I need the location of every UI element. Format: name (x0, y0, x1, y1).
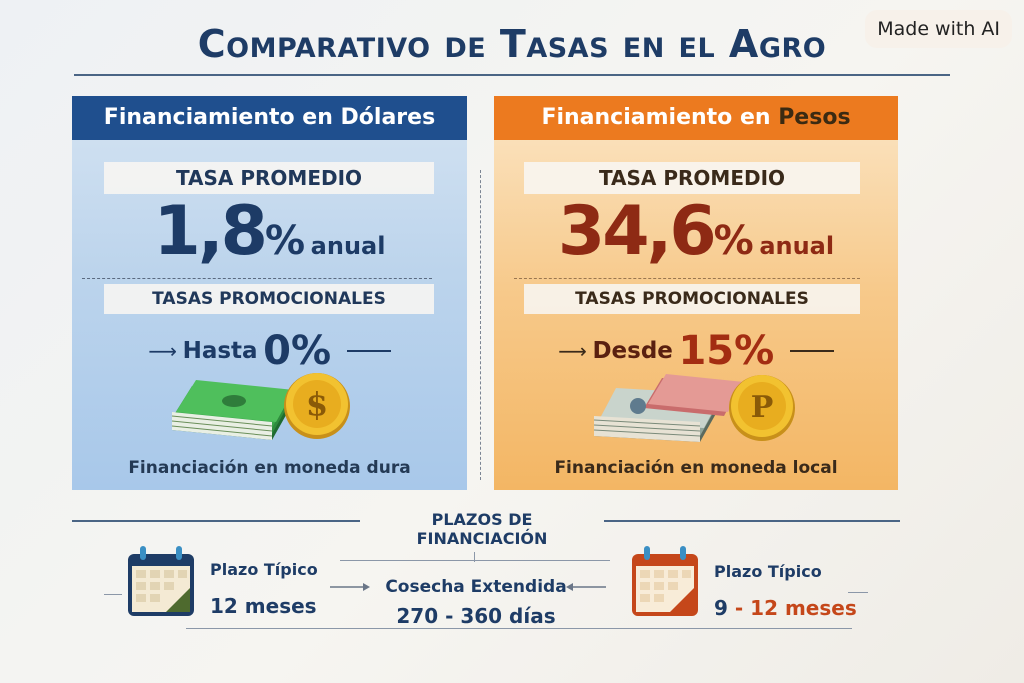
calendar-icon (632, 546, 698, 616)
plazos-section-title: PLAZOS DE FINANCIACIÓN (416, 510, 548, 548)
usd-coin-symbol: $ (306, 385, 328, 423)
usd-caption: Financiación en moneda dura (128, 458, 411, 478)
ars-header-highlight: Pesos (778, 105, 851, 130)
ars-dashed-divider (514, 278, 860, 279)
ars-coin-symbol: P (751, 390, 774, 425)
ars-promo-value: 15% (678, 328, 775, 374)
ars-money-illustration: P (593, 374, 795, 442)
arrow-right-icon: ⟶ (558, 339, 587, 363)
center-tick (474, 552, 475, 562)
arrow-right-icon: ⟶ (148, 339, 178, 363)
dollar-bills-icon (171, 380, 294, 440)
usd-dashed-divider (82, 278, 432, 279)
usd-rate-percent: % (265, 218, 306, 264)
usd-header-prefix: Financiamiento en (103, 105, 341, 130)
ars-financing-panel: Financiamiento en Pesos TASA PROMEDIO 34… (494, 96, 898, 490)
bottom-rule (186, 628, 852, 629)
usd-rate-label: TASA PROMEDIO (104, 162, 434, 194)
usd-promo-text: Hasta (182, 338, 258, 364)
left-tick (104, 594, 122, 595)
ars-promo-text: Desde (592, 338, 673, 364)
ars-promo-rate: ⟶ Desde 15% (494, 328, 898, 374)
peso-coin-icon: P (729, 375, 795, 441)
ars-promo-label: TASAS PROMOCIONALES (524, 284, 860, 314)
ars-panel-header: Financiamiento en Pesos (494, 96, 898, 140)
section-rule-right (604, 520, 900, 522)
section-rule-left (72, 520, 360, 522)
usd-promo-label: TASAS PROMOCIONALES (104, 284, 434, 314)
ars-rate-unit: anual (759, 232, 835, 260)
right-plazo-label: Plazo Típico (714, 562, 822, 581)
right-plazo-value-b: 12 meses (750, 596, 857, 620)
usd-average-rate: 1,8% anual (72, 192, 467, 271)
right-tick (848, 592, 868, 593)
ars-header-prefix: Financiamiento en (541, 105, 779, 130)
usd-money-illustration: $ (171, 373, 350, 440)
usd-promo-value: 0% (263, 328, 332, 374)
usd-rate-unit: anual (310, 232, 386, 260)
center-plazo-value: 270 - 360 días (396, 604, 556, 628)
panel-separator (480, 170, 481, 480)
peso-bills-icon (593, 374, 744, 442)
right-plazo-value: 9 - 12 meses (714, 596, 857, 620)
ars-caption: Financiación en moneda local (554, 458, 838, 478)
usd-rate-number: 1,8 (153, 192, 268, 271)
ars-rate-number: 34,6 (557, 192, 717, 271)
dollar-coin-icon: $ (284, 373, 350, 439)
ars-rate-percent: % (713, 218, 754, 264)
right-plazo-value-a: 9 (714, 596, 728, 620)
calendar-icon (128, 546, 194, 616)
page-title: Comparativo de Tasas en el Agro (197, 22, 827, 66)
usd-financing-panel: Financiamiento en Dólares TASA PROMEDIO … (72, 96, 467, 490)
left-plazo-value: 12 meses (210, 594, 317, 618)
center-connector (340, 560, 610, 561)
usd-header-highlight: Dólares (340, 105, 436, 130)
ars-promo-line (789, 350, 834, 352)
arrow-right-icon (330, 583, 370, 591)
center-plazo-label: Cosecha Extendida (385, 577, 567, 597)
left-plazo-label: Plazo Típico (210, 560, 318, 579)
ars-average-rate: 34,6% anual (494, 192, 898, 271)
usd-panel-header: Financiamiento en Dólares (72, 96, 467, 140)
ars-rate-label: TASA PROMEDIO (524, 162, 860, 194)
usd-promo-rate: ⟶ Hasta 0% (72, 328, 467, 374)
arrow-left-icon (566, 583, 606, 591)
usd-promo-line (346, 350, 391, 352)
title-divider (74, 74, 950, 76)
right-plazo-value-sep: - (727, 596, 751, 620)
made-with-ai-badge: Made with AI (865, 10, 1012, 48)
